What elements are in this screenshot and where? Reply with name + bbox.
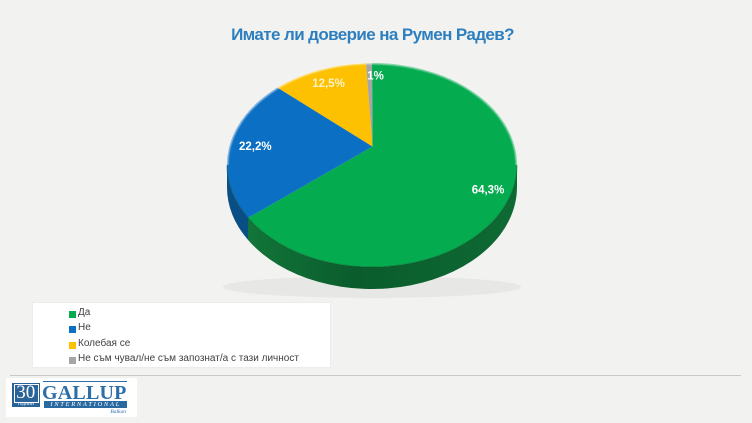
svg-text:12,5%: 12,5% bbox=[312, 78, 345, 90]
svg-text:22,2%: 22,2% bbox=[239, 141, 272, 153]
svg-text:64,3%: 64,3% bbox=[472, 185, 505, 197]
svg-text:1%: 1% bbox=[367, 71, 384, 83]
